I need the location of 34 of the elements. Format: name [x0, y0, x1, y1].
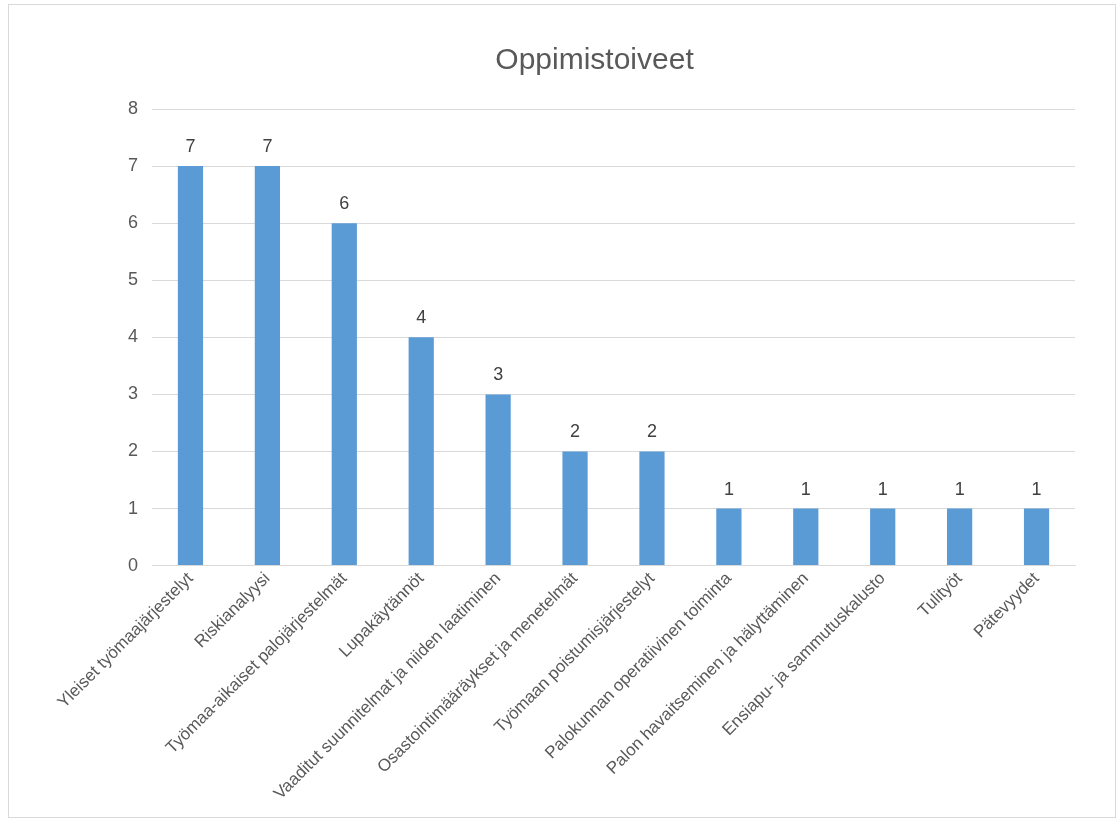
data-label: 2: [646, 421, 657, 442]
chart-title: Oppimistoiveet: [495, 42, 695, 76]
data-label: 7: [262, 136, 273, 157]
bar: [331, 223, 357, 566]
bar: [716, 508, 742, 566]
bar: [793, 508, 819, 566]
data-label: 1: [723, 478, 734, 499]
y-tick-label: 5: [128, 269, 139, 290]
y-tick-label: 3: [128, 383, 139, 404]
data-label: 6: [339, 193, 350, 214]
bar: [485, 394, 511, 566]
data-label: 4: [416, 307, 427, 328]
data-label: 1: [877, 478, 888, 499]
data-label: 7: [185, 136, 196, 157]
bar: [639, 451, 665, 566]
data-label: 1: [954, 478, 965, 499]
bar: [947, 508, 973, 566]
bar: [562, 451, 588, 566]
data-label: 3: [493, 364, 504, 385]
y-tick-label: 1: [128, 497, 139, 518]
data-label: 1: [800, 478, 811, 499]
data-label: 1: [1031, 478, 1042, 499]
bar: [870, 508, 896, 566]
y-tick-label: 2: [128, 440, 139, 461]
bar: [1023, 508, 1050, 566]
bar: [408, 337, 434, 566]
data-label: 2: [570, 421, 581, 442]
y-tick-label: 7: [128, 155, 139, 176]
y-tick-label: 4: [128, 326, 139, 347]
y-tick-label: 0: [128, 554, 139, 575]
y-tick-label: 8: [128, 97, 139, 118]
y-tick-label: 6: [128, 212, 139, 233]
bar: [254, 166, 280, 566]
bar: [177, 166, 204, 566]
